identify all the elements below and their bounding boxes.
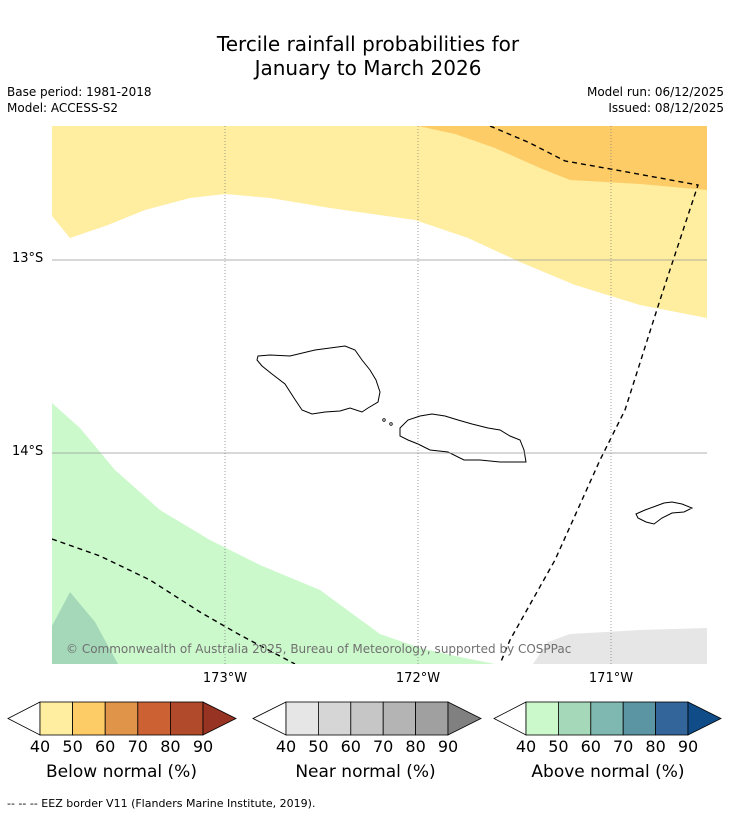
- model-run: Model run: 06/12/2025: [586, 85, 724, 99]
- colorbar-below-swatch: [137, 701, 171, 736]
- colorbar-above-swatch: [558, 701, 592, 736]
- colorbar-near-swatch: [317, 701, 352, 736]
- colorbar-title-below: Below normal (%): [46, 762, 197, 782]
- lon-label-172w: 172°W: [395, 671, 441, 686]
- colorbar-below-swatch: [104, 701, 139, 736]
- eez-legend-footer: -- -- -- EEZ border V11 (Flanders Marine…: [7, 797, 316, 810]
- eez-border: [489, 126, 699, 664]
- colorbar-near-swatch: [350, 701, 384, 736]
- colorbar-below-left-arrow: [7, 701, 41, 736]
- island-upolu: [399, 413, 527, 463]
- colorbar-near-right-arrow: [447, 701, 482, 736]
- eez-border: [52, 538, 296, 664]
- map-title-line-1: Tercile rainfall probabilities for: [216, 32, 520, 56]
- colorbar-above-swatch: [655, 701, 689, 736]
- lon-label-173w: 173°W: [202, 671, 248, 686]
- island-tutuila: [635, 501, 694, 525]
- colorbar-below-right-arrow: [202, 701, 237, 736]
- colorbar-above-swatch: [525, 701, 559, 736]
- colorbar-below-swatch: [72, 701, 106, 736]
- colorbar-near-left-arrow: [252, 701, 287, 736]
- map-title-line-2: January to March 2026: [254, 56, 482, 80]
- colorbar-below-swatch: [39, 701, 73, 736]
- colorbar-title-above: Above normal (%): [531, 762, 685, 782]
- near-normal-40-region: [533, 628, 707, 664]
- copyright-text: © Commonwealth of Australia 2025, Bureau…: [66, 642, 571, 656]
- colorbar-above-swatch: [622, 701, 657, 736]
- colorbars: [7, 701, 722, 736]
- meta-right: Model run: 06/12/2025 Issued: 08/12/2025: [587, 84, 724, 116]
- lat-label-13s: 13°S: [12, 251, 44, 266]
- colorbar-near-swatch: [382, 701, 417, 736]
- lon-label-171w: 171°W: [588, 671, 634, 686]
- island-savaii: [256, 345, 381, 415]
- meta-left: Base period: 1981-2018 Model: ACCESS-S2: [7, 84, 152, 116]
- above-normal-50-region: [52, 592, 118, 664]
- colorbar-near-swatch: [285, 701, 319, 736]
- model-name: Model: ACCESS-S2: [7, 101, 119, 115]
- colorbar-title-near: Near normal (%): [295, 762, 436, 782]
- colorbar-below-swatch: [169, 701, 204, 736]
- above-normal-40-region: [52, 403, 495, 664]
- below-normal-40-region: [52, 126, 707, 318]
- base-period: Base period: 1981-2018: [7, 85, 152, 99]
- colorbar-above-left-arrow: [493, 701, 527, 736]
- colorbar-above-right-arrow: [687, 701, 722, 736]
- colorbar-near-swatch: [415, 701, 449, 736]
- issued-date: Issued: 08/12/2025: [608, 101, 724, 115]
- colorbar-above-swatch: [590, 701, 624, 736]
- lat-label-14s: 14°S: [12, 444, 44, 459]
